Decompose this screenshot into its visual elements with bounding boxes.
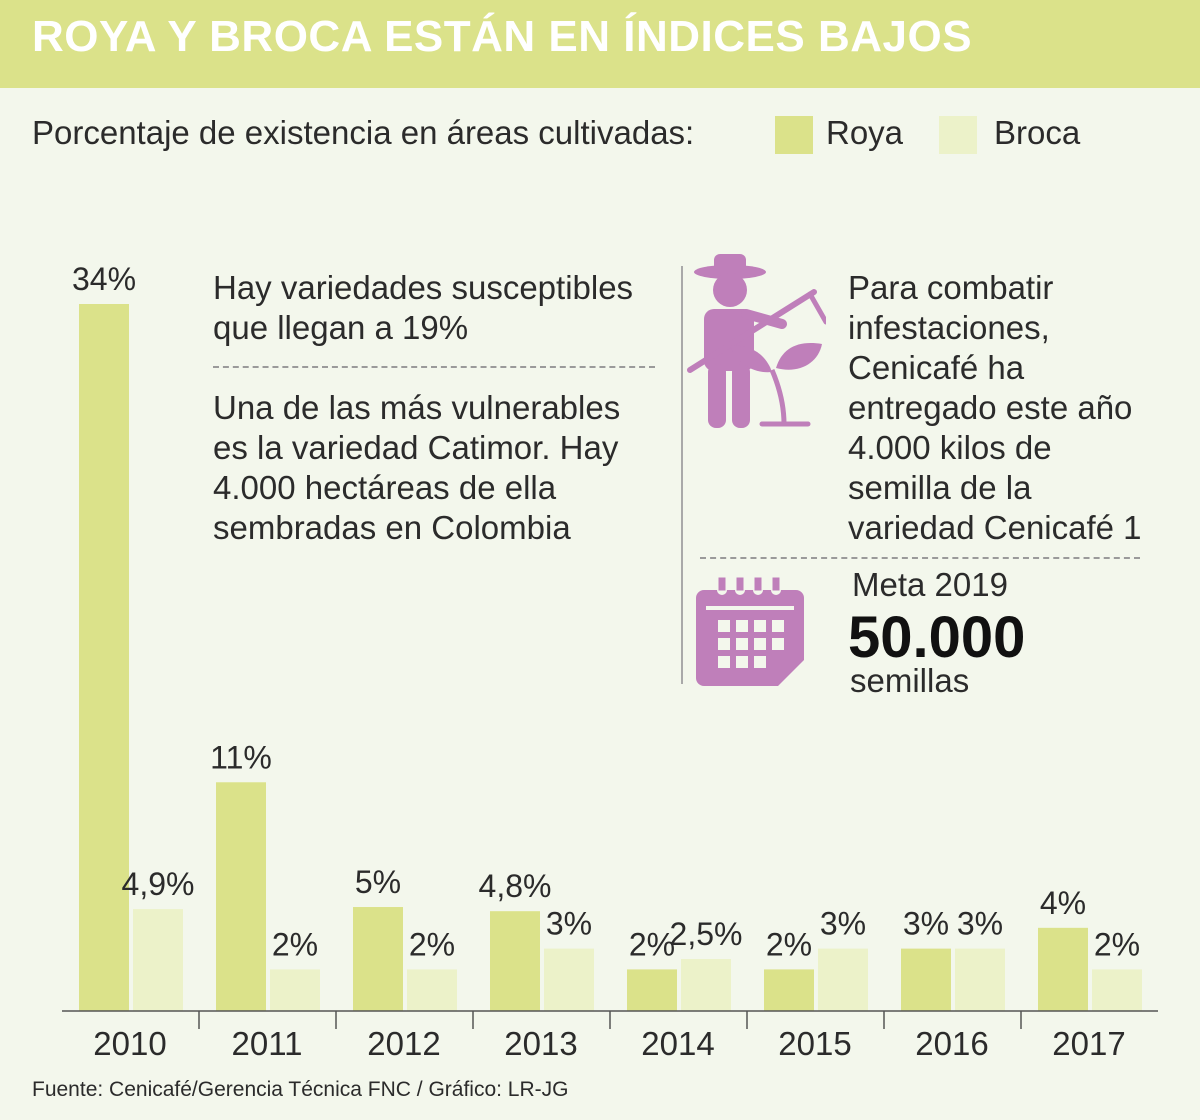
bar-broca-2011 — [270, 969, 320, 1011]
bar-broca-2015 — [818, 948, 868, 1011]
data-label-broca-2010: 4,9% — [122, 866, 195, 902]
data-label-broca-2011: 2% — [272, 926, 318, 962]
note-line: variedad Cenicafé 1 — [848, 509, 1142, 546]
bar-roya-2013 — [490, 911, 540, 1011]
data-label-broca-2017: 2% — [1094, 926, 1140, 962]
bar-roya-2010 — [79, 304, 129, 1011]
bar-roya-2014 — [627, 969, 677, 1011]
data-label-broca-2015: 3% — [820, 906, 866, 942]
bar-roya-2017 — [1038, 927, 1088, 1011]
note-line: sembradas en Colombia — [213, 509, 571, 546]
note-line: Una de las más vulnerables — [213, 389, 621, 426]
legend-swatch-broca — [939, 116, 977, 154]
chart-title: ROYA Y BROCA ESTÁN EN ÍNDICES BAJOS — [32, 12, 973, 61]
bar-broca-2010 — [133, 909, 183, 1011]
bar-roya-2016 — [901, 948, 951, 1011]
note-susceptible: Hay variedades susceptibles que llegan a… — [213, 268, 633, 348]
divider-dashed — [700, 557, 1140, 559]
farmer-icon — [687, 254, 826, 428]
meta-label: Meta 2019 — [852, 566, 1008, 603]
data-label-broca-2016: 3% — [957, 906, 1003, 942]
header-bar: ROYA Y BROCA ESTÁN EN ÍNDICES BAJOS — [0, 0, 1200, 88]
x-tick-label-2011: 2011 — [232, 1025, 303, 1062]
data-label-roya-2013: 4,8% — [479, 868, 552, 904]
x-tick-label-2016: 2016 — [915, 1025, 988, 1062]
note-line: 4.000 hectáreas de ella — [213, 469, 557, 506]
chart-subtitle: Porcentaje de existencia en áreas cultiv… — [32, 114, 695, 151]
meta-unit: semillas — [850, 662, 970, 699]
x-tick-label-2013: 2013 — [504, 1025, 577, 1062]
data-label-roya-2011: 11% — [210, 739, 272, 775]
data-label-broca-2014: 2,5% — [670, 916, 743, 952]
data-label-roya-2016: 3% — [903, 906, 949, 942]
bar-broca-2013 — [544, 948, 594, 1011]
legend-label-broca: Broca — [994, 114, 1081, 151]
data-label-roya-2014: 2% — [629, 926, 675, 962]
note-catimor: Una de las más vulnerables es la varieda… — [213, 388, 620, 548]
note-line: Hay variedades susceptibles — [213, 269, 634, 306]
data-label-roya-2015: 2% — [766, 926, 812, 962]
note-line: Para combatir — [848, 269, 1054, 306]
vertical-divider — [681, 266, 683, 684]
data-label-roya-2017: 4% — [1040, 885, 1086, 921]
bar-broca-2012 — [407, 969, 457, 1011]
bar-roya-2012 — [353, 907, 403, 1011]
x-tick-label-2015: 2015 — [778, 1025, 851, 1062]
note-line: semilla de la — [848, 469, 1032, 506]
divider-dashed — [213, 366, 655, 368]
bar-roya-2011 — [216, 782, 266, 1011]
x-tick-label-2014: 2014 — [641, 1025, 714, 1062]
data-label-roya-2012: 5% — [355, 864, 401, 900]
legend-swatch-roya — [775, 116, 813, 154]
x-tick-label-2012: 2012 — [367, 1025, 440, 1062]
data-label-broca-2012: 2% — [409, 926, 455, 962]
note-line: es la variedad Catimor. Hay — [213, 429, 619, 466]
x-tick-label-2017: 2017 — [1052, 1025, 1125, 1062]
bar-broca-2014 — [681, 959, 731, 1011]
data-label-roya-2010: 34% — [72, 261, 136, 297]
calendar-icon — [696, 577, 804, 686]
bar-roya-2015 — [764, 969, 814, 1011]
bar-broca-2016 — [955, 948, 1005, 1011]
data-label-broca-2013: 3% — [546, 906, 592, 942]
note-line: Cenicafé ha — [848, 349, 1025, 386]
legend-label-roya: Roya — [826, 114, 904, 151]
note-line: 4.000 kilos de — [848, 429, 1052, 466]
note-cenicafe: Para combatir infestaciones, Cenicafé ha… — [848, 268, 1142, 548]
note-line: que llegan a 19% — [213, 309, 469, 346]
bar-broca-2017 — [1092, 969, 1142, 1011]
x-tick-label-2010: 2010 — [93, 1025, 166, 1062]
note-line: infestaciones, — [848, 309, 1050, 346]
source-credit: Fuente: Cenicafé/Gerencia Técnica FNC / … — [32, 1078, 569, 1101]
meta-value: 50.000 — [848, 605, 1026, 670]
note-line: entregado este año — [848, 389, 1133, 426]
